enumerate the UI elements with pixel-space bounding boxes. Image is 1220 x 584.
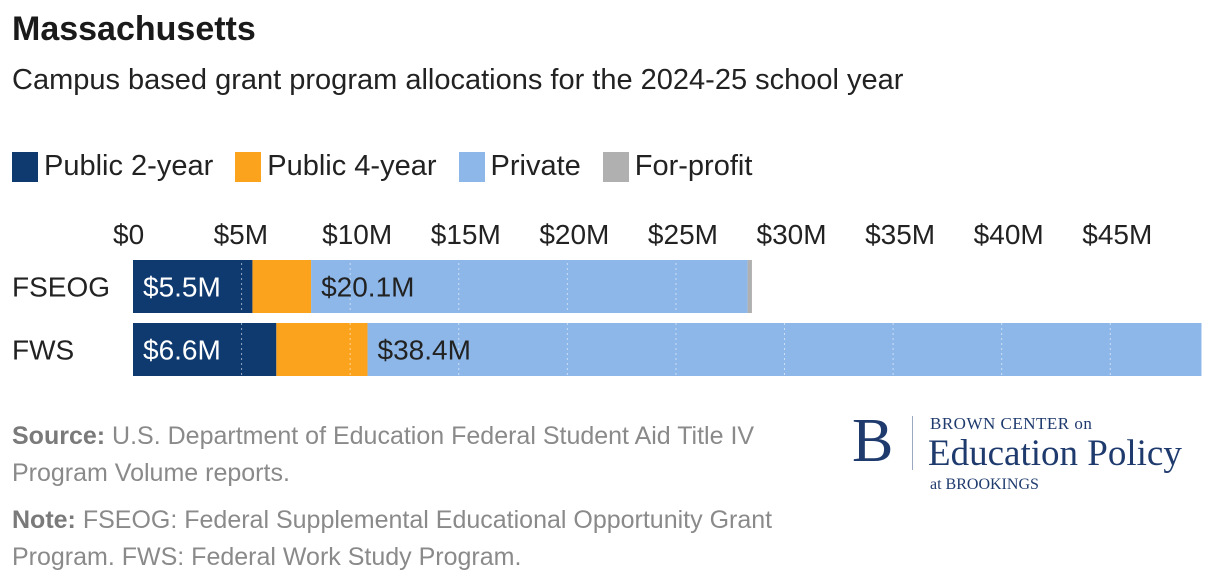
data-label: $38.4M [378,335,471,366]
bar-segment [133,323,277,376]
data-labels: $5.5M $20.1M $6.6M $38.4M [143,272,471,366]
legend-item-public-2-year: Public 2-year [12,150,213,183]
category-labels: FSEOG FWS [12,272,110,366]
x-tick-label: $40M [974,219,1044,250]
x-tick-label: $25M [648,219,718,250]
legend-item-private: Private [458,150,581,183]
bar-segment [311,260,748,313]
legend-item-public-4-year: Public 4-year [235,150,437,183]
data-label: $6.6M [143,335,221,366]
x-tick-label: $0 [113,219,144,250]
logo-line-3: at BROOKINGS [930,476,1039,493]
bar-segment [252,260,312,313]
bar-chart: $0 $5M $10M $15M $20M $25M $30M $35M $40M $45M FS… [12,219,1202,378]
source-text: U.S. Department of Education Federal Stu… [12,422,755,487]
source-note: Source: U.S. Department of Education Fed… [12,418,812,492]
legend-label-public-2-year: Public 2-year [44,150,214,182]
logo-divider [912,416,913,470]
brown-center-logo: B BROWN CENTER on Education Policy at BR… [852,410,1212,500]
logo-line-1: BROWN CENTER on [930,414,1093,433]
legend-item-for-profit: For-profit [602,150,753,183]
bar-segment [133,260,253,313]
x-tick-label: $35M [865,219,935,250]
legend-swatch-public-4-year [235,151,262,182]
x-tick-label: $10M [322,219,392,250]
gridlines [241,258,1111,378]
chart-title: Massachusetts [12,10,256,48]
bar-segment [747,260,752,313]
definitions-note: Note: FSEOG: Federal Supplemental Educat… [12,502,812,576]
legend: Public 2-year Public 4-year Private For-… [12,150,774,183]
x-axis-ticks: $0 $5M $10M $15M $20M $25M $30M $35M $40M $45M [113,219,1152,250]
logo-letter: B [852,407,894,475]
legend-swatch-private [458,151,485,182]
bar-segment [276,323,368,376]
x-tick-label: $30M [757,219,827,250]
x-tick-label: $5M [214,219,268,250]
x-tick-label: $20M [539,219,609,250]
bars [133,260,1202,376]
legend-swatch-for-profit [602,151,629,182]
x-tick-label: $45M [1082,219,1152,250]
legend-swatch-public-2-year [12,151,38,182]
category-label: FSEOG [12,272,110,303]
logo-line-2: Education Policy [928,433,1182,474]
legend-label-for-profit: For-profit [634,150,753,182]
data-label: $5.5M [143,272,221,303]
note-text: FSEOG: Federal Supplemental Educational … [12,506,773,571]
source-label: Source: [12,422,106,450]
x-tick-label: $15M [431,219,501,250]
category-label: FWS [12,335,74,366]
data-label: $20.1M [321,272,414,303]
legend-label-public-4-year: Public 4-year [267,150,437,182]
legend-label-private: Private [490,150,581,182]
chart-subtitle: Campus based grant program allocations f… [12,64,904,96]
note-label: Note: [12,506,76,534]
